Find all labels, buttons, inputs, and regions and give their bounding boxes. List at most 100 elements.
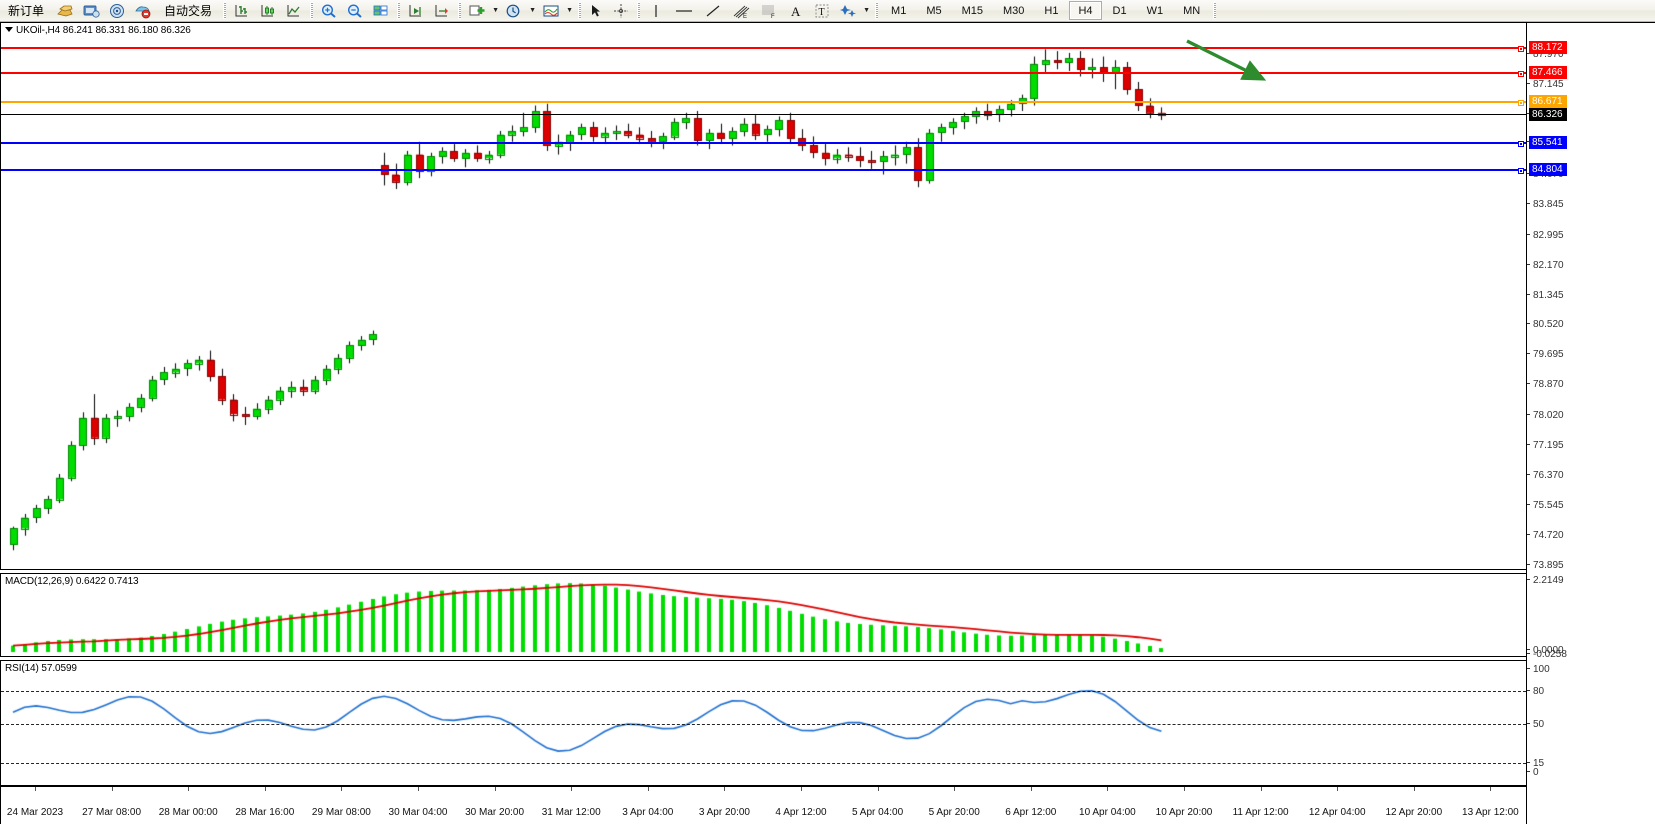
text-icon[interactable]: A [784,1,808,21]
horizontal-line-icon[interactable] [670,1,698,21]
level-87466-line[interactable] [1,71,1526,78]
timeframe-mn[interactable]: MN [1183,4,1201,17]
data-window-icon[interactable] [369,1,393,21]
level-85541-line[interactable] [1,141,1526,148]
level-85541-handle[interactable] [1518,141,1524,148]
objects-icon[interactable] [836,1,860,21]
chart-area[interactable]: UKOil-,H4 86.241 86.331 86.180 86.326 MA… [0,22,1655,824]
zoom-out-icon[interactable] [343,1,367,21]
time-label: 3 Apr 04:00 [622,807,674,818]
new-order-button[interactable]: 新订单 [1,1,51,21]
vertical-line-icon[interactable] [644,1,668,21]
level-86671-line[interactable] [1,100,1526,107]
time-tick [1030,787,1032,791]
level-87466-price-tag[interactable]: 87.466 [1529,66,1567,80]
objects-dropdown-arrow[interactable]: ▼ [863,7,870,14]
timeframe-m30[interactable]: M30 [1003,4,1025,17]
equidistant-channel-icon[interactable]: E [728,1,754,21]
macd-tick: 2.2149 [1527,575,1564,586]
collapse-triangle-icon[interactable] [5,27,13,32]
fibonacci-icon[interactable]: F [756,1,782,21]
level-84804-handle[interactable] [1518,167,1524,174]
autotrading-label: 自动交易 [164,3,213,18]
templates-dropdown-arrow[interactable]: ▼ [566,7,573,14]
templates-icon[interactable] [539,1,563,21]
price-tick-label: 78.870 [1533,379,1564,391]
toolbar-separator [310,2,314,19]
price-tick: 74.720 [1527,530,1564,541]
macd-label: MACD(12,26,9) 0.6422 0.7413 [5,576,139,587]
zoom-in-icon[interactable] [317,1,341,21]
toolbar-separator [397,2,401,19]
macd-pane[interactable]: MACD(12,26,9) 0.6422 0.7413 [0,573,1526,657]
time-tick [1107,787,1109,791]
time-axis[interactable]: 24 Mar 2023 27 Mar 08:00 28 Mar 00:00 28 Ma… [0,786,1526,824]
indicators-icon[interactable] [465,1,489,21]
level-84804-price-tag[interactable]: 84.804 [1529,162,1567,176]
time-tick [418,787,419,791]
autotrading-button[interactable]: 自动交易 [157,1,219,21]
signals-icon[interactable] [105,1,129,21]
text-label-icon[interactable]: T [810,1,834,21]
macd-tick-label: 0.0000 [1533,645,1564,656]
timeframe-m1[interactable]: M1 [891,4,907,17]
time-tick [1413,787,1415,791]
gold-bars-icon[interactable] [53,1,77,21]
timeframe-h4[interactable]: H4 [1069,1,1102,20]
time-tick [647,787,649,791]
chart-shift-icon[interactable] [430,1,454,21]
price-tick-label: 82.170 [1533,259,1564,271]
price-tick-label: 80.520 [1533,319,1564,331]
periods-clock-icon[interactable] [502,1,526,21]
level-87466-handle[interactable] [1518,71,1524,78]
price-tick-label: 73.895 [1533,559,1564,571]
toolbar-separator [875,2,879,19]
price-tick-label: 74.720 [1533,530,1564,541]
rsi-pane[interactable]: RSI(14) 57.0599 [0,660,1526,786]
timeframe-d1[interactable]: D1 [1112,4,1127,17]
time-tick [494,787,496,791]
line-chart-icon[interactable] [282,1,306,21]
toolbar-separator [1213,2,1217,19]
timeframe-m15[interactable]: M15 [961,4,983,17]
indicators-dropdown-arrow[interactable]: ▼ [492,7,499,14]
periods-dropdown-arrow[interactable]: ▼ [529,7,536,14]
timeframe-w1[interactable]: W1 [1146,4,1164,17]
level-85541-price-tag[interactable]: 85.541 [1529,136,1567,150]
level-88172-line[interactable] [1,45,1526,52]
time-tick [1260,787,1262,791]
bar-chart-icon[interactable] [230,1,254,21]
time-tick [801,787,802,791]
price-tick: 81.345 [1527,290,1564,301]
rsi-tick-label: 0 [1533,766,1539,778]
level-88172-price-tag[interactable]: 88.172 [1529,40,1567,54]
trendline-icon[interactable] [700,1,726,21]
level-86671-price-tag[interactable]: 86.671 [1529,95,1567,109]
svg-text:A: A [791,4,801,19]
rsi-level-15 [1,762,1526,764]
crosshair-icon[interactable] [609,1,633,21]
time-tick [1337,787,1339,791]
candlestick-chart-icon[interactable] [256,1,280,21]
time-label: 10 Apr 04:00 [1079,807,1136,818]
time-tick [35,787,36,791]
terminal-icon[interactable] [79,1,103,21]
auto-scroll-icon[interactable] [404,1,428,21]
current-price-86326-line[interactable] [1,113,1526,115]
price-axis[interactable]: 88.172 87.466 86.671 86.326 85.541 84.804 87.9… [1526,22,1655,824]
level-86671-handle[interactable] [1518,100,1524,107]
level-84804-line[interactable] [1,167,1526,174]
level-88172-handle[interactable] [1518,45,1524,52]
time-label: 11 Apr 12:00 [1232,807,1289,818]
rsi-tick-label: 15 [1533,757,1545,769]
autotrading-icon[interactable] [131,1,155,21]
price-tick-label: 79.695 [1533,349,1564,361]
price-pane[interactable]: UKOil-,H4 86.241 86.331 86.180 86.326 [0,22,1526,570]
timeframe-group: M1 M5 M15 M30 H1 H4 D1 W1 MN [881,1,1210,20]
cursor-icon[interactable] [585,1,607,21]
timeframe-m5[interactable]: M5 [926,4,942,17]
timeframe-h1[interactable]: H1 [1044,4,1059,17]
price-tick: 82.170 [1527,260,1564,271]
time-label: 6 Apr 12:00 [1005,807,1057,818]
current-price-86326-price-tag[interactable]: 86.326 [1529,107,1567,121]
